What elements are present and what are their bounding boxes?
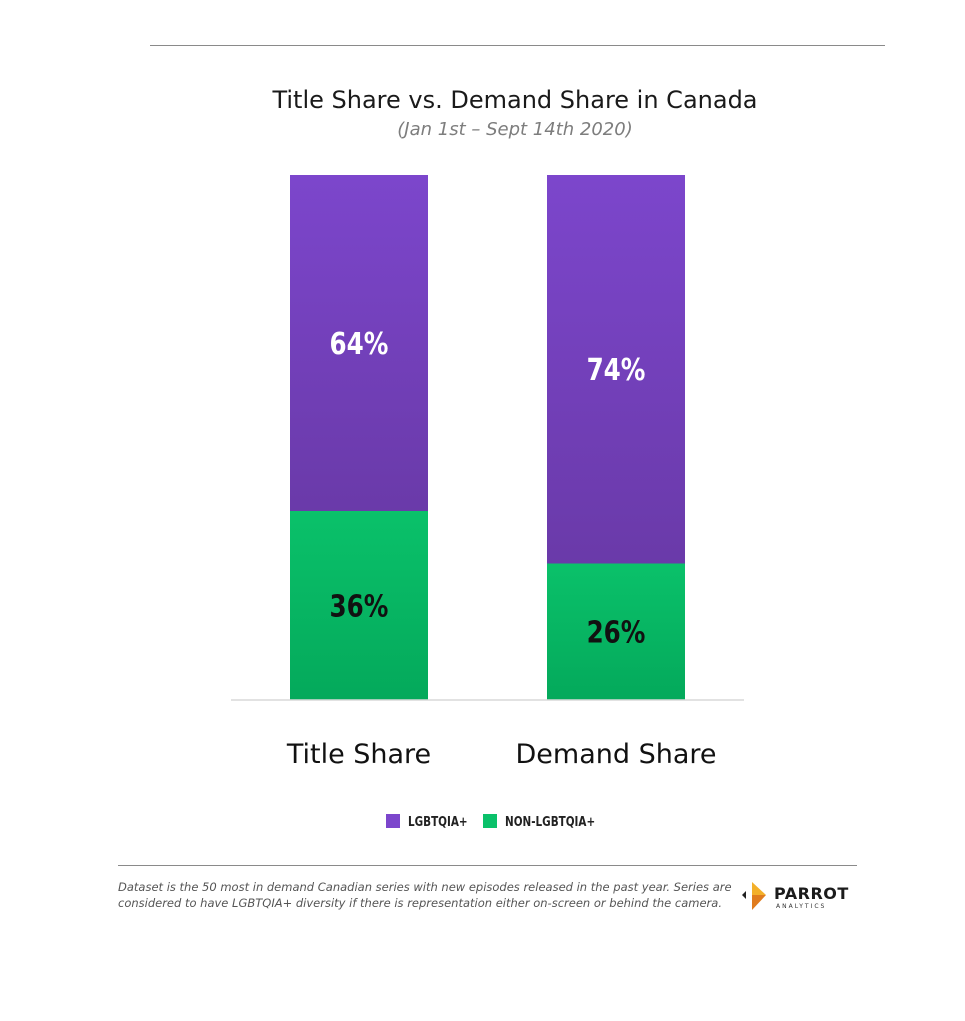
data-label-demand-share-lgbtqia: 74% [587,354,646,388]
footer-divider [118,865,857,866]
legend-label-non-lgbtqia: NON-LGBTQIA+ [505,814,595,829]
footnote: Dataset is the 50 most in demand Canadia… [118,880,732,910]
bar-demand-share-lgbtqia [547,175,685,564]
chart-title: Title Share vs. Demand Share in Canada [272,86,758,114]
bar-title-share-non-lgbtqia [290,511,428,700]
legend-swatch-non-lgbtqia [483,814,497,828]
bar-demand-share-non-lgbtqia [547,563,685,700]
data-label-title-share-non-lgbtqia: 36% [330,590,389,624]
parrot-analytics-logo: PARROT ANALYTICS [740,880,850,914]
logo-subtext: ANALYTICS [776,903,827,910]
bar-title-share-lgbtqia [290,175,428,511]
chart-subtitle: (Jan 1st – Sept 14th 2020) [397,119,633,140]
logo-wordmark: PARROT [774,884,849,903]
legend-swatch-lgbtqia [386,814,400,828]
stacked-bar-chart: 36% 64% 26% 74% Title Share Demand Share LGB… [231,175,744,829]
data-label-demand-share-non-lgbtqia: 26% [587,617,646,651]
data-label-title-share-lgbtqia: 64% [330,328,389,362]
legend-label-lgbtqia: LGBTQIA+ [408,814,468,829]
parrot-logo-icon [742,882,766,910]
top-divider [150,45,885,46]
category-label-title-share: Title Share [286,739,431,770]
category-label-demand-share: Demand Share [516,739,717,770]
